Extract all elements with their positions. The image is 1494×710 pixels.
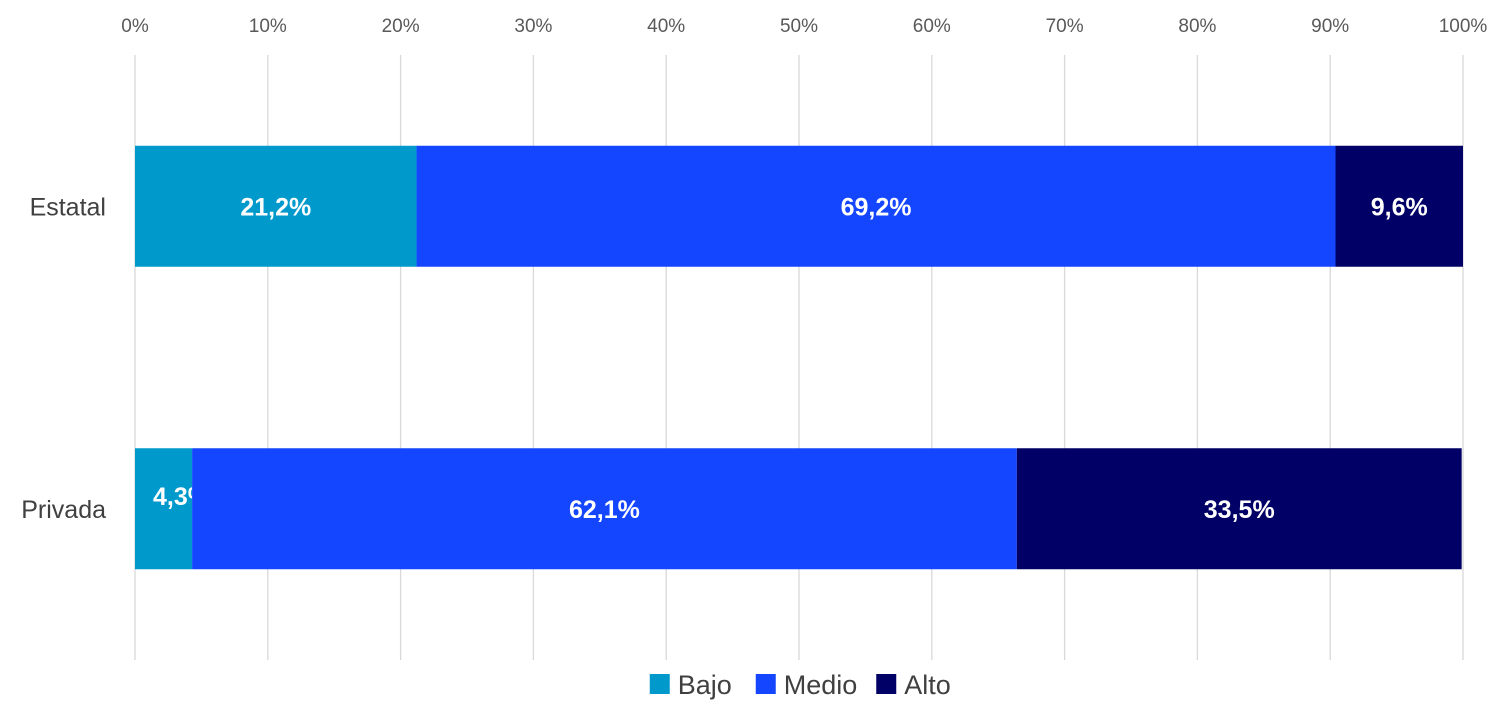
x-tick-label: 20% (382, 16, 420, 37)
x-tick-label: 100% (1439, 16, 1488, 37)
bar-medio-estatal (416, 145, 1336, 267)
x-tick-label: 50% (780, 16, 818, 37)
x-tick-label: 60% (913, 16, 951, 37)
legend-swatch-alto (876, 674, 897, 694)
bar-bajo-privada (135, 448, 193, 570)
legend-swatch-medio (755, 674, 776, 694)
x-tick-label: 40% (647, 16, 685, 37)
data-label: 9,6% (1371, 193, 1428, 221)
bar-bajo-estatal (135, 145, 417, 267)
bar-alto-estatal (1335, 145, 1463, 267)
data-label: 62,1% (569, 496, 640, 524)
legend-label-alto: Alto (904, 670, 951, 700)
data-label: 33,5% (1204, 496, 1275, 524)
category-labels: Estatal Privada (21, 193, 106, 524)
x-tick-label: 70% (1046, 16, 1084, 37)
x-tick-label: 10% (249, 16, 287, 37)
category-label-estatal: Estatal (30, 193, 106, 221)
x-tick-label: 90% (1311, 16, 1349, 37)
bars: 21,2% 69,2% 9,6%4,3% 62,1% 33,5% (135, 145, 1463, 570)
category-label-privada: Privada (21, 496, 106, 524)
legend-label-medio: Medio (784, 670, 858, 700)
data-label: 69,2% (841, 193, 912, 221)
x-axis-tick-labels: 0% 10% 20% 30% 40% 50% 60% 70% 80% 90% 100% (121, 16, 1487, 37)
legend-swatch-bajo (649, 674, 670, 694)
x-tick-label: 30% (514, 16, 552, 37)
legend-label-bajo: Bajo (678, 670, 732, 700)
x-tick-label: 0% (121, 16, 149, 37)
bar-medio-privada (192, 448, 1017, 570)
bar-alto-privada (1016, 448, 1462, 570)
x-tick-label: 80% (1178, 16, 1216, 37)
legend: Bajo Medio Alto (649, 670, 951, 700)
data-label: 21,2% (240, 193, 311, 221)
